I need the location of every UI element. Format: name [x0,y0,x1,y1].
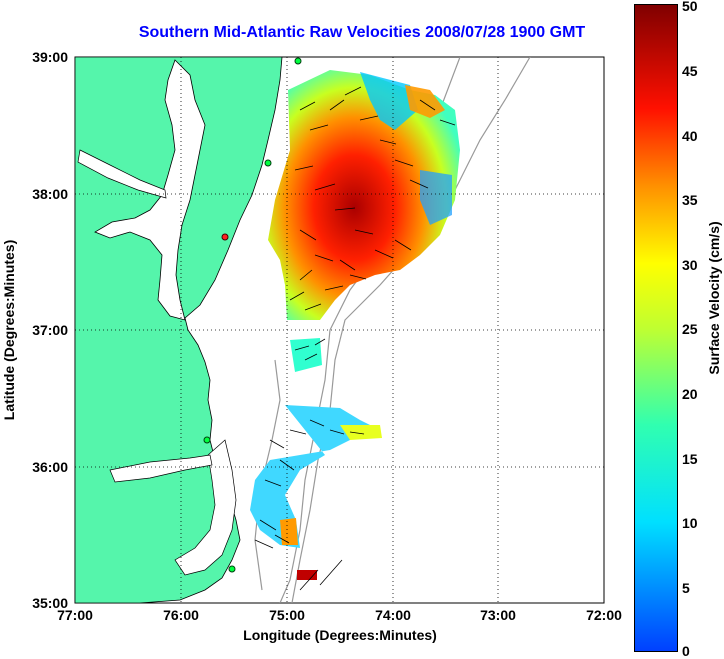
y-tick-label: 36:00 [32,459,68,475]
albemarle-sound [109,454,213,483]
y-tick-label: 35:00 [32,595,68,611]
x-tick-label: 75:00 [269,607,305,623]
mid-velocity-patch [290,338,322,372]
east-blue-zone [420,170,452,225]
colorbar-tick: 40 [682,128,698,144]
south-velocity-patch [250,405,380,548]
colorbar-tick: 15 [682,451,698,467]
north-velocity-patch [268,70,460,320]
colorbar-tick: 10 [682,515,698,531]
colorbar-tick: 35 [682,192,698,208]
colorbar-tick: 25 [682,321,698,337]
grid-lines [75,57,604,603]
x-tick-label: 72:00 [586,607,622,623]
colorbar-tick: 0 [682,643,690,659]
velocity-map: 77:00 76:00 75:00 74:00 73:00 72:00 Long… [1,49,622,643]
upper-blue-zone [360,72,418,130]
potomac-river [77,149,167,199]
south-red-patch [297,570,317,580]
colorbar [634,4,678,652]
pamlico-sound [174,439,237,576]
map-title: Southern Mid-Atlantic Raw Velocities 200… [138,24,586,41]
y-tick-label: 37:00 [32,322,68,338]
colorbar-tick: 20 [682,386,698,402]
x-axis-label: Longitude (Degrees:Minutes) [243,627,437,643]
y-axis: 39:00 38:00 37:00 36:00 35:00 Latitude (… [1,49,68,611]
south-yellow-zone [340,425,382,440]
colorbar-tick: 50 [682,0,698,14]
colorbar-tick: 30 [682,257,698,273]
station-markers [203,57,302,573]
south-orange-zone [280,518,298,545]
colorbar-tick: 45 [682,63,698,79]
y-tick-label: 38:00 [32,186,68,202]
y-axis-label: Latitude (Degrees:Minutes) [1,240,17,420]
colorbar-tick: 5 [682,580,690,596]
y-tick-label: 39:00 [32,49,68,65]
velocity-vectors [254,86,456,591]
x-axis: 77:00 76:00 75:00 74:00 73:00 72:00 Long… [57,607,622,643]
x-tick-label: 74:00 [375,607,411,623]
x-tick-label: 73:00 [480,607,516,623]
colorbar-label: Surface Velocity (cm/s) [706,221,722,375]
chesapeake-bay [94,59,206,321]
x-tick-label: 76:00 [163,607,199,623]
x-tick-label: 77:00 [57,607,93,623]
